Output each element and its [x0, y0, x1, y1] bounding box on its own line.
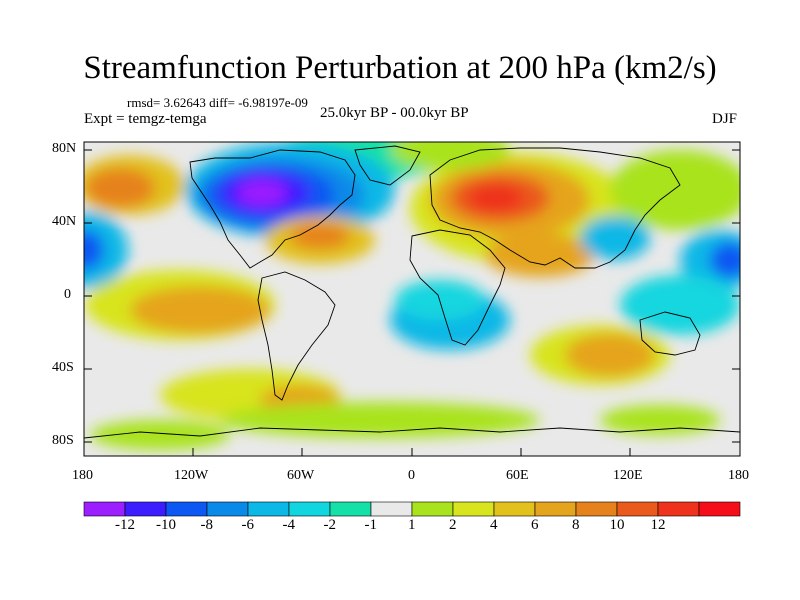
colorbar-box	[534, 501, 577, 517]
colorbar-box	[165, 501, 208, 517]
colorbar-box	[206, 501, 249, 517]
colorbar-label: -1	[364, 517, 378, 533]
colorbar-box	[411, 501, 454, 517]
colorbar-label: 1	[408, 517, 416, 533]
africa-coast	[409, 229, 506, 346]
season-label: DJF	[712, 111, 738, 127]
colorbar-label: -8	[200, 517, 214, 533]
lon-label-60w: 60W	[287, 468, 315, 483]
coastlines	[84, 145, 740, 439]
australia-coast	[639, 311, 701, 356]
colorbar-label: 12	[650, 517, 666, 533]
lat-label-0: 0	[64, 287, 71, 302]
colorbar-label: 6	[531, 517, 539, 533]
lat-label-40n: 40N	[52, 214, 77, 229]
colorbar-label: -12	[115, 517, 135, 533]
experiment-label: Expt = temgz-temga	[84, 111, 207, 127]
axis-ticks	[83, 149, 741, 456]
colorbar-box	[83, 501, 126, 517]
colorbar-label: 2	[449, 517, 457, 533]
colorbar-box	[616, 501, 659, 517]
lon-label-180w: 180	[72, 468, 93, 483]
plot-title: Streamfunction Perturbation at 200 hPa (…	[83, 50, 717, 86]
colorbar-box	[452, 501, 495, 517]
colorbar	[83, 501, 741, 517]
colorbar-label: -6	[241, 517, 255, 533]
lon-label-180e: 180	[728, 468, 749, 483]
colorbar-box	[575, 501, 618, 517]
lon-label-120e: 120E	[613, 468, 643, 483]
lon-label-120w: 120W	[174, 468, 209, 483]
colorbar-label: 8	[572, 517, 580, 533]
colorbar-label: 10	[609, 517, 625, 533]
lat-label-80n: 80N	[52, 141, 77, 156]
colorbar-box	[493, 501, 536, 517]
lat-label-80s: 80S	[52, 433, 74, 448]
colorbar-label: -10	[156, 517, 176, 533]
lat-label-40s: 40S	[52, 360, 74, 375]
antarctica-coast	[84, 427, 740, 439]
contour-field	[84, 142, 740, 456]
colorbar-label: 4	[490, 517, 498, 533]
colorbar-box	[288, 501, 331, 517]
colorbar-box	[370, 501, 413, 517]
colorbar-box	[657, 501, 700, 517]
colorbar-box	[247, 501, 290, 517]
colorbar-box	[329, 501, 372, 517]
colorbar-label: -4	[282, 517, 296, 533]
lon-label-60e: 60E	[506, 468, 529, 483]
rmsd-stats: rmsd= 3.62643 diff= -6.98197e-09	[127, 95, 308, 110]
period-label: 25.0kyr BP - 00.0kyr BP	[320, 105, 469, 121]
colorbar-box	[124, 501, 167, 517]
colorbar-label: -2	[323, 517, 337, 533]
eurasia-coast	[429, 147, 681, 269]
colorbar-box	[698, 501, 741, 517]
lon-label-0: 0	[408, 468, 415, 483]
north-america-coast	[189, 149, 356, 269]
south-america-coast	[257, 271, 336, 401]
greenland-coast	[354, 145, 421, 186]
